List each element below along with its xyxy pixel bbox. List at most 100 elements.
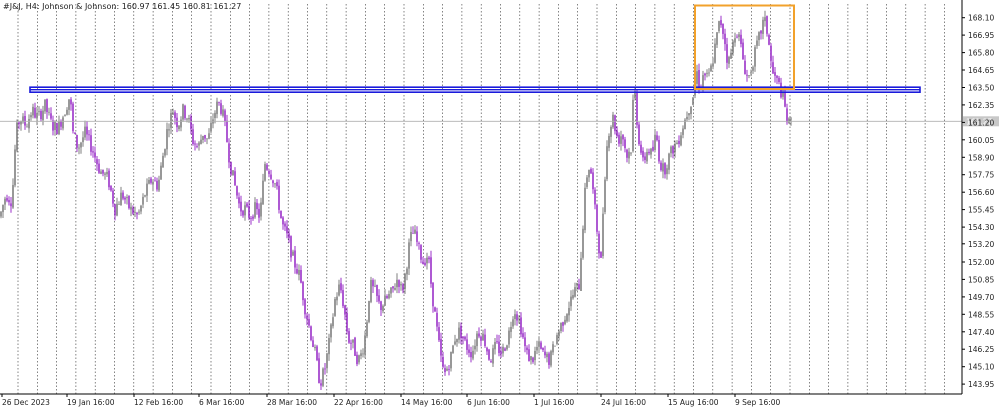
candle-body [618, 134, 620, 144]
candle-body [540, 342, 542, 349]
candle-body [102, 169, 104, 174]
candle-body [74, 132, 76, 134]
candle-body [790, 118, 792, 120]
candle-body [622, 135, 624, 140]
candle-body [462, 336, 464, 339]
candle-body [40, 110, 42, 120]
candle-body [400, 284, 402, 286]
y-tick-label: 147.40 [968, 328, 994, 337]
candle-body [544, 351, 546, 356]
candle-body [532, 357, 534, 362]
annotations-layer[interactable] [0, 4, 962, 122]
candle-body [414, 229, 416, 234]
candle-body [712, 63, 714, 67]
range-box[interactable] [694, 4, 795, 90]
candle-body [72, 103, 74, 132]
candle-body [322, 368, 324, 386]
candle-body [320, 383, 322, 386]
candle-body [424, 262, 426, 266]
candle-body [124, 197, 126, 200]
candle-body [530, 356, 532, 361]
candle-body [714, 43, 716, 63]
candle-body [688, 113, 690, 116]
candle-body [600, 251, 602, 258]
candle-body [602, 213, 604, 256]
candle-body [646, 152, 648, 162]
candle-body [254, 202, 256, 218]
candle-body [468, 349, 470, 353]
candle-body [548, 353, 550, 365]
candle-body [420, 245, 422, 260]
y-tick-label: 162.35 [968, 101, 994, 110]
candle-body [192, 129, 194, 144]
candle-body [554, 345, 556, 347]
candle-body [302, 281, 304, 301]
candle-body [236, 186, 238, 196]
candle-body [136, 212, 138, 215]
candle-body [288, 233, 290, 238]
candle-body [670, 146, 672, 154]
candle-body [576, 282, 578, 286]
candle-body [162, 155, 164, 168]
candle-body [474, 345, 476, 350]
candle-body [692, 97, 694, 105]
candle-body [148, 180, 150, 184]
y-tick-label: 154.30 [968, 223, 994, 232]
candle-body [170, 112, 172, 128]
candle-body [734, 38, 736, 43]
candle-body [640, 144, 642, 153]
candle-body [408, 242, 410, 269]
candle-body [458, 327, 460, 340]
candle-body [752, 67, 754, 71]
candle-body [656, 135, 658, 141]
candle-body [216, 101, 218, 115]
candle-body [604, 179, 606, 212]
candle-body [720, 20, 722, 26]
candle-body [22, 116, 24, 123]
candle-body [206, 138, 208, 140]
candle-body [706, 72, 708, 74]
candle-body [52, 120, 54, 131]
candle-body [598, 233, 600, 254]
candle-body [14, 149, 16, 186]
y-tick-label: 149.70 [968, 293, 994, 302]
candle-body [100, 171, 102, 174]
candle-body [142, 196, 144, 205]
candle-body [764, 17, 766, 22]
candle-body [450, 352, 452, 369]
candle-body [438, 327, 440, 341]
candle-body [238, 197, 240, 204]
candle-body [452, 345, 454, 354]
candle-body [716, 32, 718, 45]
candle-body [244, 205, 246, 216]
candle-body [172, 112, 174, 115]
x-tick-label: 15 Aug 16:00 [668, 398, 719, 407]
candle-body [240, 201, 242, 212]
candle-body [318, 358, 320, 383]
candle-body [344, 305, 346, 315]
candle-body [380, 301, 382, 310]
candle-body [682, 128, 684, 135]
candle-body [558, 331, 560, 337]
candle-body [614, 115, 616, 132]
candle-body [176, 117, 178, 128]
candle-body [702, 75, 704, 88]
candle-body [758, 32, 760, 41]
candle-body [50, 113, 52, 119]
candle-body [710, 65, 712, 72]
candle-body [2, 205, 4, 213]
candle-body [624, 139, 626, 149]
x-tick-label: 1 Jul 16:00 [534, 398, 574, 407]
candle-body [110, 185, 112, 191]
candle-body [54, 121, 56, 130]
candle-body [16, 122, 18, 151]
candle-body [374, 285, 376, 287]
candle-body [292, 251, 294, 256]
candle-body [96, 159, 98, 165]
candle-body [232, 170, 234, 176]
candle-body [630, 152, 632, 154]
candle-body [340, 283, 342, 291]
candle-body [728, 56, 730, 64]
